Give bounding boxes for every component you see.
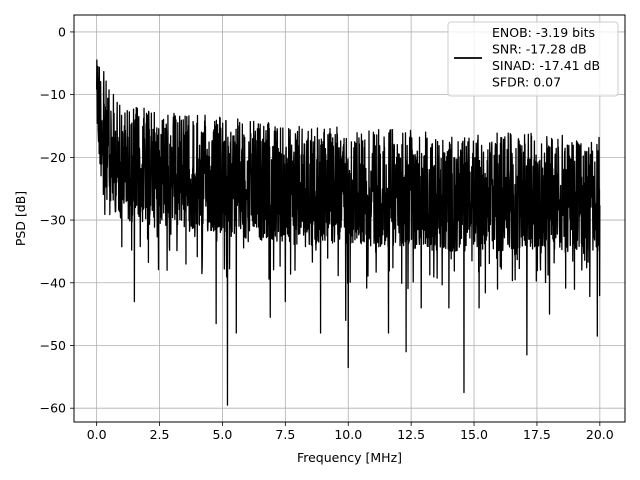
y-tick-label: −30 <box>40 213 66 228</box>
x-tick-label: 15.0 <box>460 427 488 442</box>
x-axis-label: Frequency [MHz] <box>297 450 402 465</box>
x-tick-label: 0.0 <box>87 427 107 442</box>
x-tick-label: 12.5 <box>397 427 425 442</box>
y-tick-label: −20 <box>40 150 66 165</box>
legend-line-sinad: SINAD: -17.41 dB <box>492 58 600 73</box>
x-tick-label: 2.5 <box>150 427 170 442</box>
x-tick-label: 20.0 <box>586 427 614 442</box>
y-tick-label: 0 <box>58 24 66 39</box>
x-tick-label: 17.5 <box>523 427 551 442</box>
psd-line <box>95 59 601 406</box>
y-axis-ticks: 0 −10 −20 −30 −40 −50 −60 <box>40 24 74 416</box>
x-tick-label: 7.5 <box>275 427 295 442</box>
x-tick-label: 10.0 <box>334 427 362 442</box>
legend-line-enob: ENOB: -3.19 bits <box>492 25 595 40</box>
y-tick-label: −40 <box>40 275 66 290</box>
y-axis-label: PSD [dB] <box>13 191 28 246</box>
y-tick-label: −60 <box>40 401 66 416</box>
plot-frame <box>73 14 626 423</box>
legend-line-sfdr: SFDR: 0.07 <box>492 75 561 90</box>
legend-box <box>447 21 619 97</box>
y-tick-label: −50 <box>40 338 66 353</box>
legend-line-snr: SNR: -17.28 dB <box>492 42 587 57</box>
y-tick-label: −10 <box>40 87 66 102</box>
psd-series <box>95 59 601 406</box>
x-tick-label: 5.0 <box>212 427 232 442</box>
legend: ENOB: -3.19 bits SNR: -17.28 dB SINAD: -… <box>447 21 619 97</box>
x-axis-ticks: 0.0 2.5 5.0 7.5 10.0 12.5 15.0 17.5 20.0 <box>87 422 614 442</box>
